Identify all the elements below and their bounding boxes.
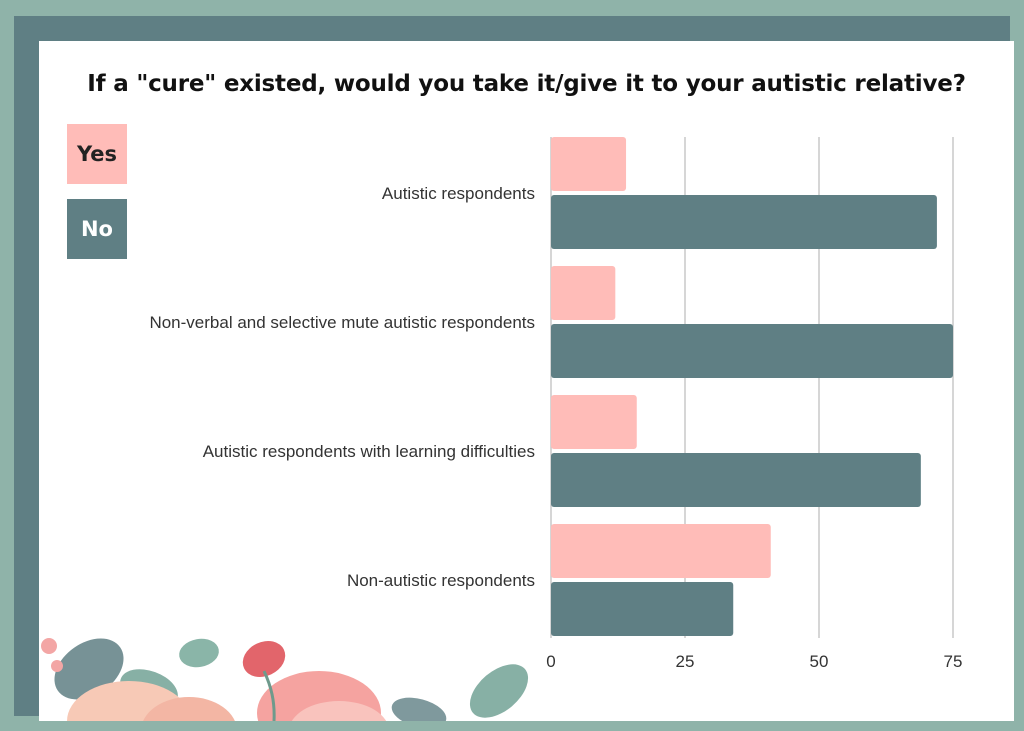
bar-no [551, 324, 953, 378]
legend-no-label: No [80, 217, 113, 241]
bar-no [551, 453, 921, 507]
x-tick-label: 50 [810, 652, 829, 671]
bar-yes [551, 524, 771, 578]
bar-chart: Autistic respondents Non-verbal and selec… [41, 137, 962, 721]
card-frame: If a "cure" existed, would you take it/g… [14, 16, 1014, 721]
category-label: Non-verbal and selective mute autistic r… [149, 313, 535, 332]
x-axis-ticks: 0 25 50 75 [546, 652, 962, 671]
x-tick-label: 25 [676, 652, 695, 671]
chart-card: If a "cure" existed, would you take it/g… [39, 41, 1014, 721]
legend-yes-label: Yes [76, 142, 118, 166]
bar-yes [551, 137, 627, 191]
chart-title: If a "cure" existed, would you take it/g… [87, 71, 966, 97]
bar-yes [551, 395, 637, 449]
category-labels: Autistic respondents Non-verbal and selec… [149, 184, 535, 590]
x-tick-label: 75 [944, 652, 963, 671]
category-label: Autistic respondents with learning diffi… [203, 442, 535, 461]
legend-yes: Yes [67, 124, 127, 184]
legend-no: No [67, 199, 127, 259]
bar-no [551, 195, 937, 249]
x-tick-label: 0 [546, 652, 555, 671]
category-label: Non-autistic respondents [347, 571, 535, 590]
bars [551, 137, 953, 636]
category-label: Autistic respondents [382, 184, 535, 203]
bar-yes [551, 266, 616, 320]
flower-decoration [41, 638, 529, 721]
bar-no [551, 582, 734, 636]
